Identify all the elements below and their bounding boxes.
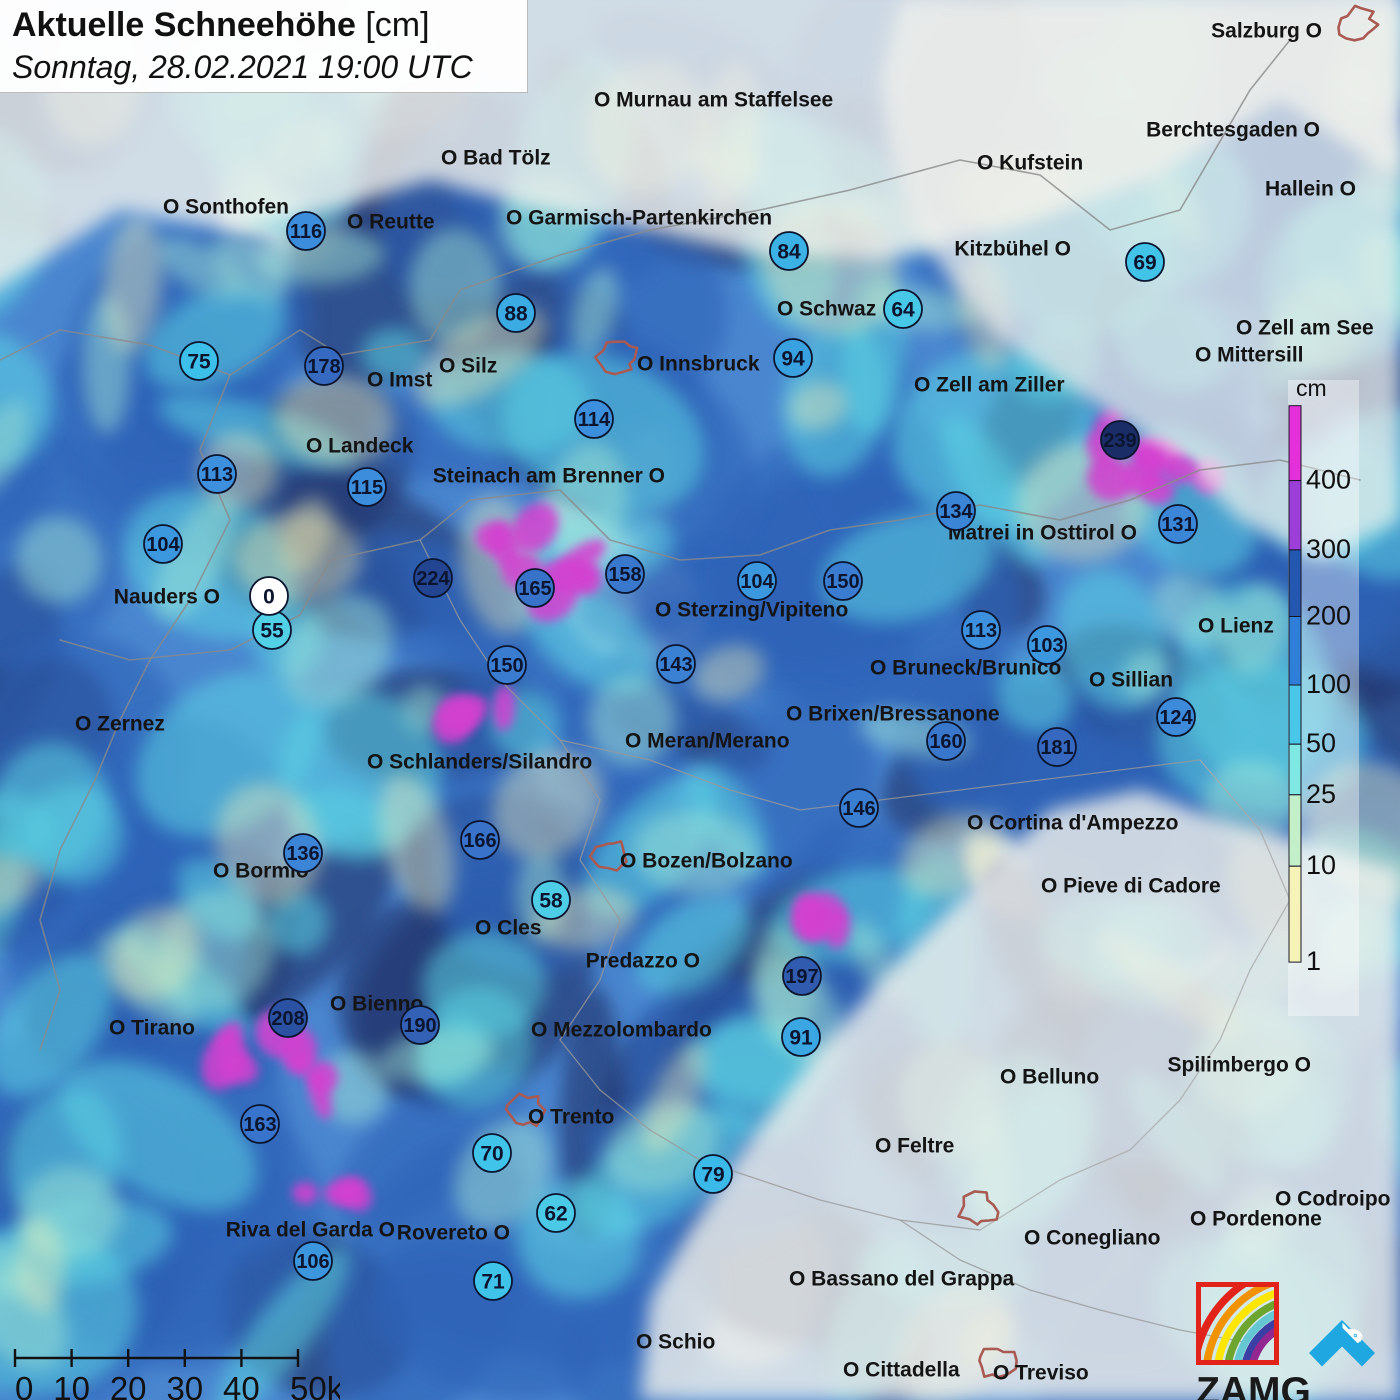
- svg-text:103: 103: [1030, 635, 1063, 657]
- svg-text:62: 62: [544, 1203, 567, 1226]
- svg-text:114: 114: [578, 409, 611, 431]
- svg-text:115: 115: [351, 477, 383, 499]
- svg-text:10: 10: [53, 1370, 90, 1400]
- svg-text:88: 88: [504, 303, 528, 326]
- svg-text:106: 106: [296, 1251, 329, 1273]
- svg-text:190: 190: [403, 1015, 436, 1037]
- svg-text:181: 181: [1040, 737, 1073, 759]
- svg-text:71: 71: [481, 1271, 505, 1294]
- svg-text:150: 150: [826, 571, 859, 593]
- svg-text:150: 150: [490, 655, 523, 677]
- svg-text:116: 116: [290, 221, 322, 243]
- svg-text:94: 94: [781, 348, 805, 371]
- svg-text:91: 91: [789, 1027, 813, 1050]
- svg-text:134: 134: [939, 501, 973, 523]
- svg-text:100: 100: [1306, 669, 1351, 699]
- svg-text:400: 400: [1306, 465, 1351, 495]
- svg-text:84: 84: [777, 241, 801, 264]
- svg-text:163: 163: [243, 1114, 276, 1136]
- svg-text:58: 58: [539, 890, 563, 913]
- svg-text:136: 136: [286, 843, 319, 865]
- svg-text:79: 79: [701, 1164, 724, 1187]
- svg-text:50: 50: [1306, 728, 1336, 758]
- svg-text:165: 165: [518, 578, 551, 600]
- svg-text:cm: cm: [1296, 380, 1327, 401]
- svg-text:55: 55: [260, 620, 284, 643]
- svg-text:0: 0: [263, 586, 275, 609]
- svg-text:104: 104: [740, 571, 774, 593]
- svg-text:178: 178: [307, 356, 340, 378]
- svg-text:40: 40: [223, 1370, 260, 1400]
- svg-text:10: 10: [1306, 850, 1336, 880]
- svg-text:75: 75: [187, 351, 211, 374]
- svg-text:ZAMG: ZAMG: [1196, 1370, 1311, 1400]
- svg-text:64: 64: [891, 299, 915, 322]
- svg-text:160: 160: [929, 731, 962, 753]
- svg-text:20: 20: [110, 1370, 147, 1400]
- svg-text:239: 239: [1103, 430, 1136, 452]
- svg-text:70: 70: [480, 1143, 503, 1166]
- svg-text:30: 30: [166, 1370, 203, 1400]
- svg-text:50km: 50km: [290, 1370, 340, 1400]
- svg-text:113: 113: [201, 464, 233, 486]
- svg-text:69: 69: [1133, 252, 1156, 275]
- svg-text:25: 25: [1306, 779, 1336, 809]
- svg-text:1: 1: [1306, 946, 1321, 976]
- svg-text:200: 200: [1306, 601, 1351, 631]
- svg-text:104: 104: [146, 534, 180, 556]
- svg-text:124: 124: [1159, 707, 1193, 729]
- svg-text:146: 146: [842, 798, 875, 820]
- svg-text:197: 197: [785, 966, 818, 988]
- svg-text:166: 166: [463, 830, 496, 852]
- svg-text:224: 224: [416, 568, 450, 590]
- svg-text:300: 300: [1306, 534, 1351, 564]
- svg-text:158: 158: [608, 564, 641, 586]
- svg-text:143: 143: [659, 654, 692, 676]
- svg-text:113: 113: [965, 620, 997, 642]
- svg-text:131: 131: [1161, 514, 1194, 536]
- svg-text:208: 208: [271, 1008, 304, 1030]
- svg-text:0: 0: [15, 1370, 33, 1400]
